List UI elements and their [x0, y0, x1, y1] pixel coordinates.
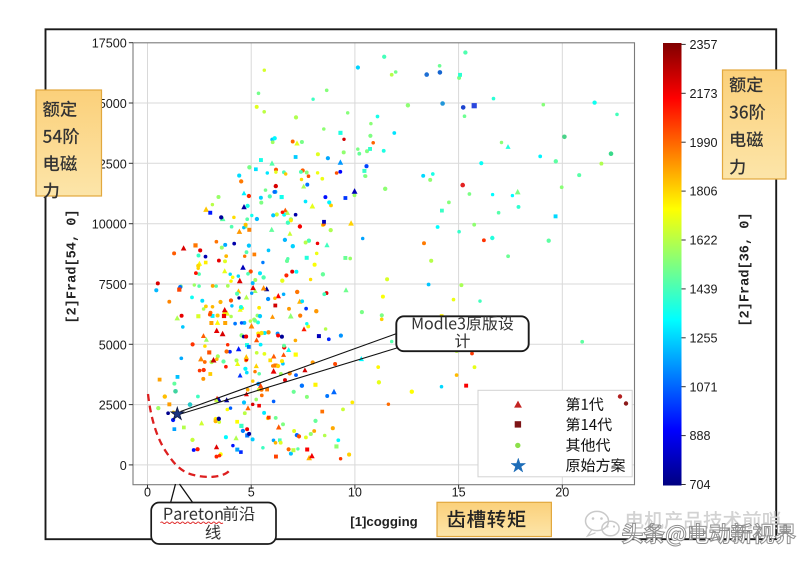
- svg-text:7500: 7500: [99, 278, 127, 292]
- svg-text:0: 0: [120, 459, 127, 473]
- svg-text:[2]Frad[54, 0]: [2]Frad[54, 0]: [66, 209, 81, 323]
- svg-text:1439: 1439: [690, 283, 718, 297]
- svg-text:17500: 17500: [92, 37, 127, 51]
- svg-text:1990: 1990: [690, 136, 718, 150]
- svg-text:1071: 1071: [690, 380, 718, 394]
- svg-text:15: 15: [452, 485, 466, 499]
- svg-text:1806: 1806: [690, 185, 718, 199]
- svg-text:10000: 10000: [92, 218, 127, 232]
- svg-text:704: 704: [690, 478, 711, 492]
- svg-text:[2]Frad[36, 0]: [2]Frad[36, 0]: [739, 212, 754, 326]
- svg-text:1622: 1622: [690, 234, 718, 248]
- svg-text:1255: 1255: [690, 331, 718, 345]
- svg-text:888: 888: [690, 429, 711, 443]
- svg-text:20: 20: [555, 485, 569, 499]
- svg-text:2357: 2357: [690, 38, 718, 52]
- svg-text:2173: 2173: [690, 87, 718, 101]
- svg-text:0: 0: [144, 485, 151, 499]
- svg-text:10: 10: [348, 485, 362, 499]
- svg-text:5: 5: [248, 485, 255, 499]
- svg-text:5000: 5000: [99, 338, 127, 352]
- svg-text:[1]cogging: [1]cogging: [350, 514, 417, 529]
- svg-text:2500: 2500: [99, 399, 127, 413]
